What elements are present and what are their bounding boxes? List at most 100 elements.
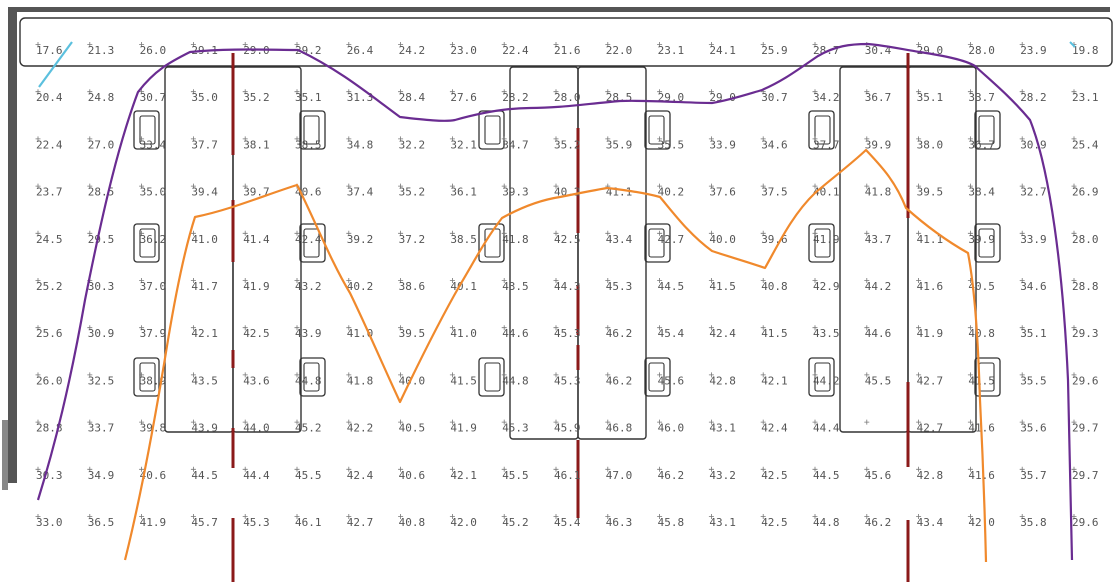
grid-value: 42.8 xyxy=(709,374,736,387)
grid-point-marker xyxy=(916,230,922,236)
grid-point-marker xyxy=(1071,372,1077,378)
grid-point-marker xyxy=(657,136,663,142)
grid-point-marker xyxy=(501,278,507,283)
grid-point-marker xyxy=(1071,136,1077,142)
partition xyxy=(906,382,910,467)
grid-point-marker xyxy=(449,325,455,331)
grid-value: 47.0 xyxy=(606,469,633,482)
grid-value: 20.4 xyxy=(36,91,63,104)
grid-point-marker xyxy=(294,419,300,425)
grid-point-marker xyxy=(1019,230,1025,236)
grid-point-marker xyxy=(1019,42,1025,47)
grid-point-marker xyxy=(35,278,41,283)
grid-point-marker xyxy=(242,183,248,189)
grid-point-marker xyxy=(242,514,248,519)
grid-value: 39.5 xyxy=(399,327,426,340)
grid-value: 38.5 xyxy=(450,233,477,246)
grid-point-marker xyxy=(864,372,870,378)
grid-point-marker xyxy=(294,372,300,378)
grid-value: 35.5 xyxy=(1020,374,1046,387)
grid-value: 25.9 xyxy=(761,44,788,57)
grid-point-marker xyxy=(708,183,714,189)
grid-value: 43.2 xyxy=(295,280,322,293)
chair xyxy=(644,357,671,397)
grid-value: 27.0 xyxy=(88,138,115,151)
grid-value: 41.9 xyxy=(813,233,840,246)
grid-value: 41.5 xyxy=(450,374,477,387)
grid-value: 37.0 xyxy=(140,280,167,293)
chair xyxy=(133,223,160,263)
grid-value: 40.5 xyxy=(968,280,995,293)
chair xyxy=(644,223,671,263)
grid-value: 45.3 xyxy=(502,422,529,435)
grid-point-marker xyxy=(760,230,766,236)
grid-point-marker xyxy=(242,372,248,378)
grid-point-marker xyxy=(1019,372,1025,378)
grid-value: 42.7 xyxy=(658,233,685,246)
grid-point-marker xyxy=(1071,419,1077,425)
grid-point-marker xyxy=(916,419,922,425)
grid-value: 39.2 xyxy=(347,233,374,246)
grid-point-marker xyxy=(242,466,248,472)
grid-point-marker xyxy=(35,136,41,142)
grid-value: 37.2 xyxy=(399,233,426,246)
grid-point-marker xyxy=(35,42,41,47)
grid-value: 45.4 xyxy=(658,327,685,340)
grid-value: 29.6 xyxy=(1072,516,1099,529)
grid-value: 30.4 xyxy=(865,44,892,57)
grid-point-marker xyxy=(501,372,507,378)
grid-value: 46.0 xyxy=(658,422,685,435)
grid-point-marker xyxy=(605,136,611,142)
grid-point-marker xyxy=(553,183,559,189)
grid-value: 34.9 xyxy=(88,469,115,482)
purple-contour-line xyxy=(36,42,1074,561)
grid-value: 40.6 xyxy=(399,469,426,482)
grid-value: 41.9 xyxy=(450,422,477,435)
grid-value: 41.1 xyxy=(917,233,944,246)
grid-value: 35.2 xyxy=(554,138,581,151)
grid-value: 35.1 xyxy=(1020,327,1046,340)
grid-value: 33.9 xyxy=(1020,233,1046,246)
grid-value: 28.0 xyxy=(968,44,995,57)
partition xyxy=(231,428,235,468)
grid-point-marker xyxy=(605,466,611,472)
grid-point-marker xyxy=(1019,325,1025,331)
grid-point-marker xyxy=(190,42,196,47)
grid-point-marker xyxy=(812,325,818,331)
grid-point-marker xyxy=(35,183,41,189)
grid-value: 30.3 xyxy=(36,469,63,482)
grid-value: 37.9 xyxy=(140,327,167,340)
grid-value: 38.9 xyxy=(140,374,167,387)
grid-point-marker xyxy=(605,325,611,331)
grid-value: 23.1 xyxy=(1072,91,1099,104)
grid-point-marker xyxy=(916,42,922,47)
grid-point-marker xyxy=(190,136,196,142)
chair xyxy=(974,110,1001,150)
grid-point-marker xyxy=(553,230,559,236)
grid-point-marker xyxy=(760,419,766,425)
grid-point-marker xyxy=(967,325,973,331)
grid-point-marker xyxy=(1019,419,1025,425)
grid-value: 30.7 xyxy=(761,91,788,104)
grid-point-marker xyxy=(1019,183,1025,189)
grid-value: 25.4 xyxy=(1072,138,1099,151)
desk-cluster-right xyxy=(839,66,977,433)
grid-value: 28.8 xyxy=(1072,280,1099,293)
grid-value: 44.5 xyxy=(813,469,840,482)
desk-clusters xyxy=(133,66,1001,440)
grid-value: 46.2 xyxy=(658,469,685,482)
grid-value: 39.9 xyxy=(968,233,995,246)
grid-value: 41.8 xyxy=(502,233,529,246)
grid-value: 34.6 xyxy=(761,138,788,151)
grid-point-marker xyxy=(1019,89,1025,95)
grid-value: 40.8 xyxy=(761,280,788,293)
grid-value: 42.7 xyxy=(917,422,944,435)
grid-point-marker xyxy=(1019,136,1025,142)
grid-point-marker xyxy=(553,419,559,425)
temperature-grid: 17.6 21.3 26.0 29.1 29.0 29.2 26.4 24.2 23.0 22.4… xyxy=(35,42,1099,529)
grid-value: 23.0 xyxy=(450,44,477,57)
grid-value: 44.2 xyxy=(813,374,840,387)
grid-value: 44.6 xyxy=(502,327,529,340)
grid-point-marker xyxy=(346,136,352,142)
grid-value: 43.9 xyxy=(295,327,322,340)
